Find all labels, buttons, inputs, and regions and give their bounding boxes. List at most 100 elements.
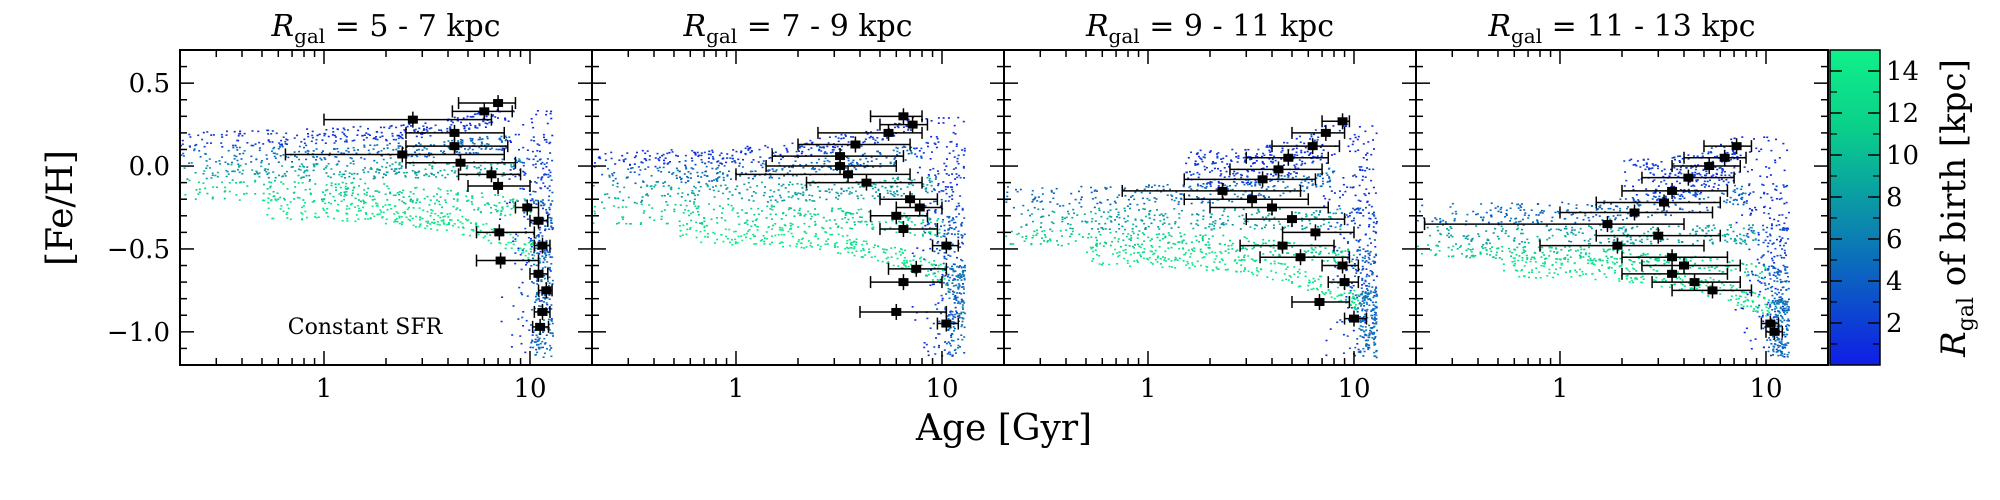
panel-2-model-point [752,191,755,193]
panel-3-model-point [1372,230,1375,233]
panel-3-model-point [1228,175,1231,178]
panel-3-model-point [1327,180,1329,183]
panel-2-model-point [749,146,752,149]
panel-2-model-point [942,122,945,124]
panel-1-model-point [406,208,409,211]
panel-2-model-point [892,264,895,267]
panel-1-model-point [548,282,551,284]
panel-2-model-point [797,198,800,200]
panel-2-model-point [906,261,908,263]
panel-1-model-point [235,146,238,149]
panel-2-model-point [662,166,665,169]
panel-2-model-point [731,161,734,163]
panel-1-model-point [332,131,335,133]
panel-3-model-point [1367,212,1370,214]
panel-2-model-point [687,176,690,179]
panel-1-model-point [519,253,522,256]
panel-3-model-point [1258,192,1261,195]
panel-3-model-point [1277,220,1280,223]
panel-1-model-point [541,161,544,164]
panel-2-model-point [941,297,944,300]
panel-1-model-point [194,172,197,174]
panel-3-model-point [1359,207,1362,210]
panel-2-model-point [886,262,889,264]
panel-2-model-point [841,145,843,148]
panel-2-model-point [908,183,910,185]
panel-1-model-point [549,141,552,144]
panel-3-model-point [1231,188,1234,191]
panel-3-model-point [1242,208,1245,211]
panel-1-model-point [480,211,483,214]
panel-2-model-point [766,201,769,203]
panel-1-model-point [315,138,318,141]
panel-2-model-point [931,283,934,286]
panel-3-model-point [1097,228,1100,230]
panel-1-model-point [325,212,328,214]
panel-2-data-point [941,319,952,328]
panel-2-model-point [789,170,792,172]
panel-1-model-point [218,160,221,162]
panel-2-model-point [925,190,927,192]
panel-2-model-point [856,163,859,165]
panel-3-model-point [1350,220,1353,222]
panel-1-model-point [518,174,521,177]
panel-3-model-point [1372,168,1375,171]
panel-1-model-point [537,176,540,179]
panel-3-model-point [1286,142,1289,144]
panel-1-model-point [457,140,460,142]
panel-3-model-point [1226,215,1229,218]
panel-2-model-point [889,227,892,229]
panel-2-model-point [955,275,958,277]
panel-2-model-point [925,141,928,144]
panel-2-model-point [954,221,957,224]
panel-1-model-point [232,144,235,147]
panel-2-model-point [941,299,944,302]
panel-1-model-point [549,266,551,269]
panel-1-model-point [415,174,418,176]
panel-2-model-point [927,273,930,276]
panel-1-model-point [433,174,436,176]
panel-1-model-point [391,135,394,137]
panel-2-model-point [708,180,711,182]
panel-2-model-point [640,186,643,189]
panel-1-model-point [539,226,542,229]
panel-3-model-point [1272,175,1275,177]
panel-2-model-point [937,141,940,143]
panel-1-model-point [352,163,355,165]
panel-3-model-point [1093,206,1096,209]
panel-1-model-point [343,195,346,197]
panel-2-model-point [784,187,787,189]
panel-1-model-point [325,172,328,174]
panel-1-model-point [459,209,462,211]
panel-2-model-point [950,219,953,222]
panel-2-model-point [608,176,611,178]
panel-1-model-point [357,210,360,212]
panel-2-model-point [830,188,833,191]
panel-1-model-point [523,198,526,200]
panel-2-model-point [738,165,741,167]
panel-3-model-point [1362,175,1364,178]
panel-2-model-point [961,149,964,151]
panel-2-model-point [911,184,914,187]
panel-2-model-point [717,177,719,179]
panel-1-model-point [540,187,543,190]
panel-1-model-point [324,158,327,161]
panel-1-model-point [477,207,480,209]
panel-1-model-point [308,174,311,177]
panel-2-model-point [749,186,752,189]
panel-2-model-point [936,219,939,222]
panel-1-model-point [522,311,525,313]
panel-3-model-point [1214,219,1217,222]
panel-2-model-point [957,338,960,341]
panel-1-model-point [398,135,401,137]
panel-1-model-point [383,126,386,129]
panel-1-model-point [522,124,525,126]
panel-1-model-point [517,247,520,250]
panel-2-model-point [894,192,897,195]
panel-3-model-point [1196,171,1199,174]
panel-1-model-point [510,241,513,244]
panel-2-model-point [833,244,836,247]
panel-2-model-point [722,192,724,195]
panel-2-model-point [706,224,708,227]
panel-1-model-point [551,279,554,282]
